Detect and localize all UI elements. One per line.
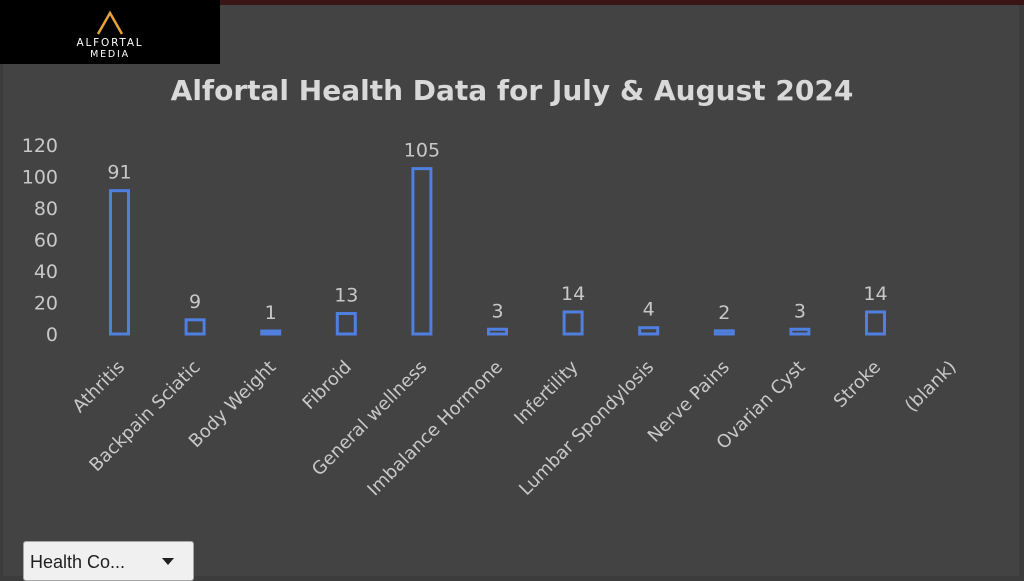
y-tick-label: 120 xyxy=(22,135,58,157)
data-label: 4 xyxy=(643,299,655,321)
bar xyxy=(260,329,282,336)
y-tick-label: 60 xyxy=(34,230,58,252)
bar xyxy=(184,318,206,336)
data-label: 2 xyxy=(718,302,730,324)
data-label: 3 xyxy=(491,300,503,322)
x-tick-label: Infertility xyxy=(510,356,583,429)
bar xyxy=(562,310,584,336)
y-tick-label: 0 xyxy=(46,324,58,346)
chart-title: Alfortal Health Data for July & August 2… xyxy=(171,74,854,107)
data-label: 13 xyxy=(334,285,358,307)
brand-name: ALFORTAL xyxy=(76,37,144,49)
brand-logo: ALFORTAL MEDIA xyxy=(0,0,220,64)
y-axis: 0 20 40 60 80 100 120 xyxy=(22,135,58,346)
data-label: 105 xyxy=(404,140,440,162)
data-label: 3 xyxy=(794,300,806,322)
x-tick-label: Fibroid xyxy=(299,357,356,414)
x-tick-label: Athritis xyxy=(69,357,129,417)
window-top-border xyxy=(0,0,1024,5)
bar xyxy=(865,310,886,336)
bar xyxy=(411,167,433,336)
data-label: 14 xyxy=(863,283,887,305)
data-label: 91 xyxy=(107,162,131,184)
chevron-logo-icon xyxy=(96,10,124,35)
bar xyxy=(335,312,357,336)
health-condition-filter-button[interactable]: Health Co... xyxy=(23,541,194,581)
x-tick-label: Imbalance Hormone xyxy=(363,357,507,501)
y-tick-label: 100 xyxy=(22,167,58,189)
data-label: 9 xyxy=(189,291,201,313)
dropdown-arrow-icon xyxy=(162,558,174,565)
y-tick-label: 40 xyxy=(34,261,58,283)
bar xyxy=(713,329,735,336)
bar xyxy=(109,189,130,336)
data-label: 1 xyxy=(265,302,277,324)
chart-area xyxy=(3,5,1019,576)
y-tick-label: 20 xyxy=(34,293,58,315)
bars xyxy=(109,167,886,336)
filter-label: Health Co... xyxy=(30,552,126,572)
data-label: 14 xyxy=(561,283,585,305)
y-tick-label: 80 xyxy=(34,198,58,220)
bar xyxy=(638,326,660,336)
x-tick-label: Lumbar Spondylosis xyxy=(515,357,658,500)
x-tick-label: (blank) xyxy=(901,357,961,417)
bar xyxy=(789,327,811,336)
bar xyxy=(487,327,508,336)
x-tick-label: Stroke xyxy=(830,357,885,412)
brand-subname: MEDIA xyxy=(90,49,130,60)
